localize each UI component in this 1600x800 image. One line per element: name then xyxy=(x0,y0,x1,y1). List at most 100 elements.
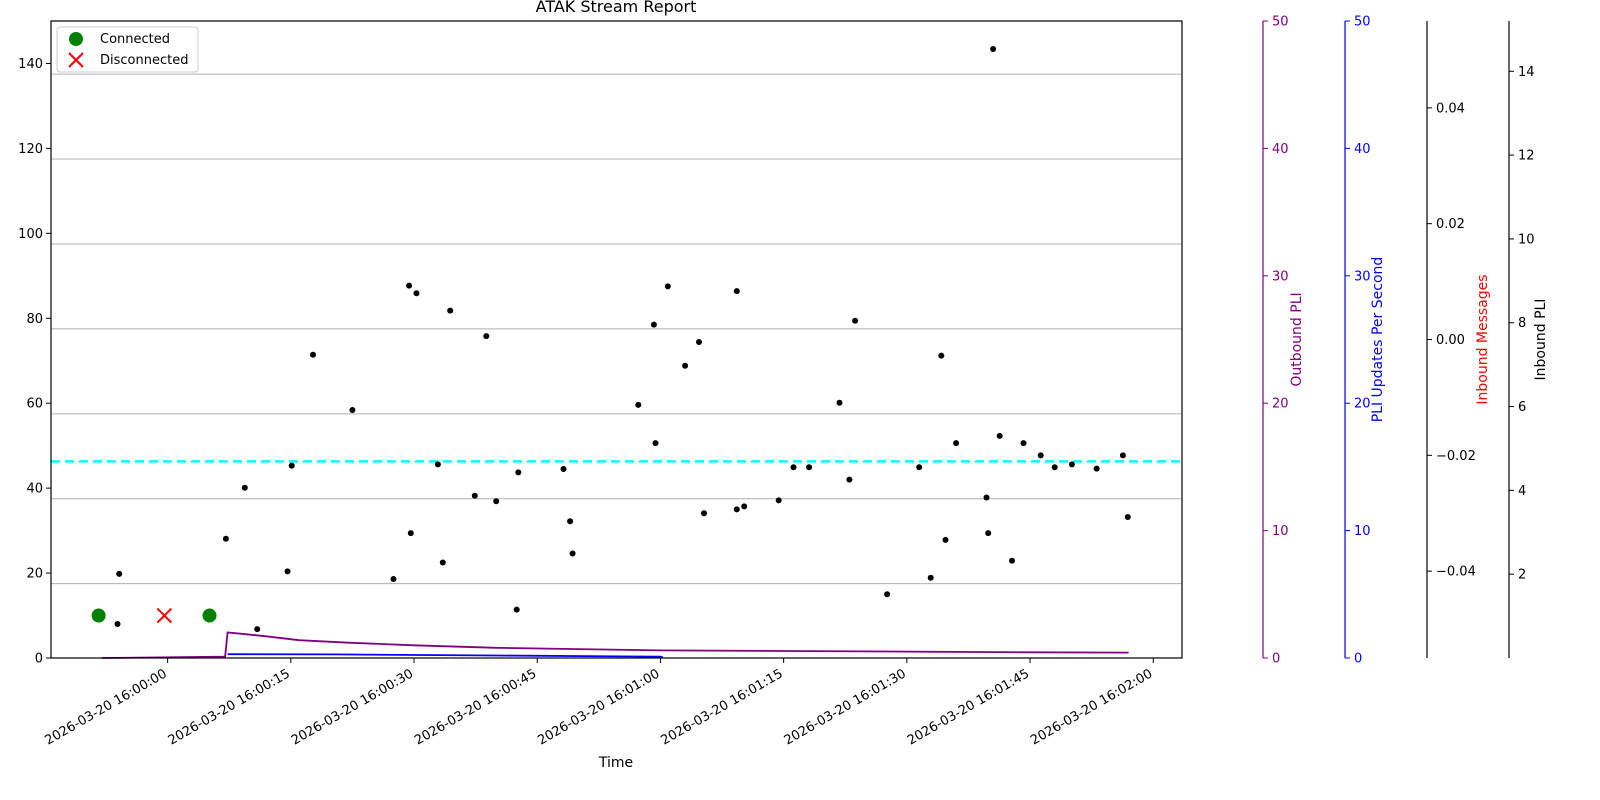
inbound-pli-point xyxy=(471,492,478,499)
inbound-pli-point xyxy=(884,591,891,598)
plot-area xyxy=(51,46,1182,659)
axis-tick-label: 2 xyxy=(1518,568,1526,583)
connected-marker xyxy=(91,608,106,623)
inbound-pli-point xyxy=(650,321,657,328)
series-line-pli-updates-per-second xyxy=(227,653,664,659)
inbound-pli-point xyxy=(701,510,707,517)
axis-tick-label: −0.04 xyxy=(1436,565,1476,580)
legend-connected-marker xyxy=(69,32,83,46)
y-tick-label: 0 xyxy=(35,652,43,667)
x-axis-title: Time xyxy=(598,755,633,771)
plot-frame xyxy=(50,20,1183,659)
y-tick-label: 80 xyxy=(26,312,43,327)
inbound-pli-point xyxy=(447,307,454,314)
axis-tick-label: 0.02 xyxy=(1436,217,1465,232)
axis-title-inbound-messages: Inbound Messages xyxy=(1475,274,1491,404)
axis-tick-label: 50 xyxy=(1272,15,1289,30)
inbound-pli-point xyxy=(652,440,659,447)
inbound-pli-point xyxy=(439,559,446,566)
inbound-pli-point xyxy=(1037,452,1044,459)
inbound-pli-point xyxy=(775,497,782,504)
inbound-pli-point xyxy=(434,461,441,468)
y-tick-label: 120 xyxy=(18,142,43,157)
inbound-pli-point xyxy=(927,574,934,581)
inbound-pli-point xyxy=(560,466,567,472)
axis-inbound-messages: −0.04 −0.02 0.00 0.02 0.04 Inbound Messages xyxy=(1426,21,1491,658)
inbound-pli-point xyxy=(406,282,413,289)
y-tick-label: 140 xyxy=(18,57,43,72)
axis-tick-label: −0.02 xyxy=(1436,449,1476,464)
legend-disconnected-label: Disconnected xyxy=(100,53,188,68)
axis-inbound-pli: 2 4 6 8 10 12 14 Inbound PLI xyxy=(1508,21,1549,658)
inbound-pli-point xyxy=(241,484,248,491)
inbound-pli-point xyxy=(483,333,490,340)
inbound-pli-point xyxy=(513,606,520,613)
inbound-pli-point xyxy=(836,399,843,406)
line-layer xyxy=(101,631,1129,659)
axis-tick-label: 4 xyxy=(1518,484,1526,499)
axis-tick-label: 0 xyxy=(1272,652,1280,667)
inbound-pli-point xyxy=(635,401,642,408)
legend-frame xyxy=(56,26,199,73)
inbound-pli-point xyxy=(953,440,960,447)
inbound-pli-point xyxy=(1051,464,1058,471)
inbound-pli-point xyxy=(1068,461,1075,468)
inbound-pli-point xyxy=(733,506,740,513)
axis-tick-label: 20 xyxy=(1354,397,1371,412)
inbound-pli-point xyxy=(996,432,1003,439)
inbound-pli-point xyxy=(696,339,702,345)
inbound-pli-point xyxy=(567,518,574,525)
inbound-pli-point xyxy=(515,469,522,476)
axis-title-pli-updates-per-second: PLI Updates Per Second xyxy=(1370,257,1386,423)
chart-title: ATAK Stream Report xyxy=(536,0,697,16)
axis-tick-label: 10 xyxy=(1518,232,1535,247)
inbound-pli-point xyxy=(806,464,813,471)
gridlines xyxy=(51,73,1182,585)
axis-tick-label: 40 xyxy=(1272,142,1289,157)
inbound-pli-point xyxy=(1093,465,1100,472)
inbound-pli-point xyxy=(1020,440,1027,447)
axis-pli-updates-per-second: 0 10 20 30 40 50 PLI Updates Per Second xyxy=(1344,15,1386,667)
axis-tick-label: 12 xyxy=(1518,149,1535,164)
inbound-pli-point xyxy=(938,352,945,359)
inbound-pli-point xyxy=(942,536,949,543)
inbound-pli-point xyxy=(1119,452,1126,459)
inbound-pli-point xyxy=(254,626,261,633)
inbound-pli-point xyxy=(990,46,997,52)
legend-connected-label: Connected xyxy=(100,32,170,47)
axis-tick-label: 10 xyxy=(1272,524,1289,539)
inbound-pli-point xyxy=(733,288,740,295)
y-extra-axes: 0 10 20 30 40 50 Outbound PLI 0 10 20 30 40 50 PLI Up… xyxy=(1262,15,1549,667)
inbound-pli-point xyxy=(116,570,123,577)
inbound-pli-point xyxy=(310,351,316,358)
inbound-pli-point xyxy=(790,464,797,471)
axis-tick-label: 30 xyxy=(1354,269,1371,284)
inbound-pli-point xyxy=(983,494,990,501)
inbound-pli-point xyxy=(390,576,397,582)
inbound-pli-point xyxy=(1124,514,1131,520)
inbound-pli-point xyxy=(413,290,420,297)
axis-tick-label: 6 xyxy=(1518,400,1526,415)
inbound-pli-point xyxy=(1009,557,1015,564)
inbound-pli-point xyxy=(349,407,356,413)
axis-tick-label: 0.04 xyxy=(1436,101,1465,116)
axis-tick-label: 0.00 xyxy=(1436,333,1465,348)
inbound-pli-point xyxy=(682,362,689,369)
inbound-pli-point xyxy=(284,568,291,575)
axis-tick-label: 10 xyxy=(1354,524,1371,539)
y-tick-label: 100 xyxy=(18,227,43,242)
y-main-axis: 0 20 40 60 80 100 120 140 xyxy=(18,57,51,667)
inbound-pli-point xyxy=(114,621,121,627)
y-tick-label: 20 xyxy=(26,567,43,582)
inbound-pli-point xyxy=(288,462,295,469)
axis-tick-label: 20 xyxy=(1272,397,1289,412)
axis-tick-label: 30 xyxy=(1272,269,1289,284)
axis-tick-label: 0 xyxy=(1354,652,1362,667)
inbound-pli-point xyxy=(407,530,414,537)
y-tick-label: 60 xyxy=(26,397,43,412)
inbound-pli-point xyxy=(569,550,576,557)
legend: Connected Disconnected xyxy=(56,26,199,73)
inbound-pli-point xyxy=(664,283,671,290)
